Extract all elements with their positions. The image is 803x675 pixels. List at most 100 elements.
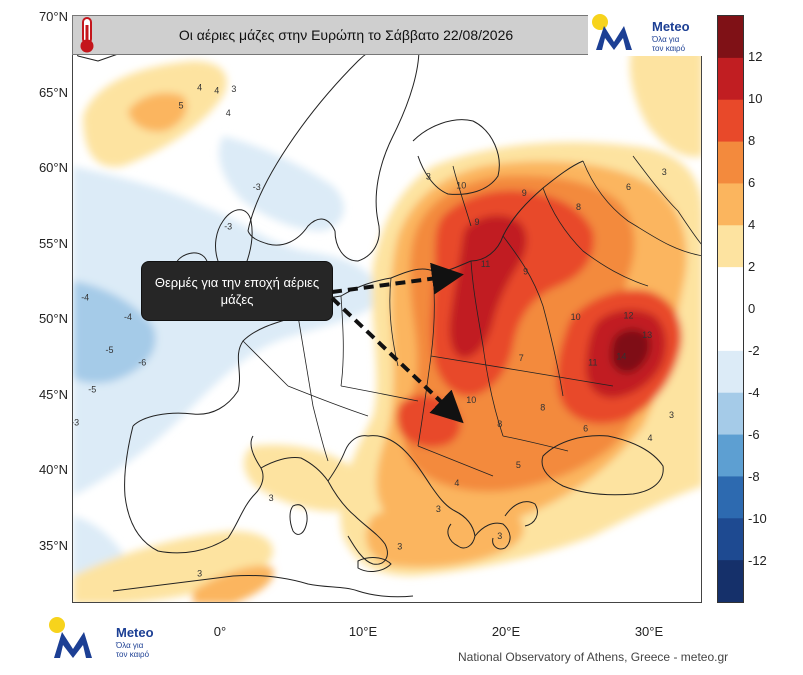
colorbar-segment <box>718 267 743 310</box>
lat-tick-label: 65°N <box>38 84 68 100</box>
meteo-logo-icon <box>592 14 632 50</box>
contour-value-label: 3 <box>669 410 674 420</box>
lon-tick-label: 20°E <box>491 624 521 639</box>
coastline-greece <box>474 501 538 550</box>
contour-value-label: -5 <box>88 385 96 395</box>
contour-value-label: 14 <box>616 351 626 361</box>
annotation-text: Θερμές για την εποχή αέριες μάζες <box>154 275 320 307</box>
colorbar-segment <box>718 141 743 184</box>
lon-tick-label: 10°E <box>348 624 378 639</box>
logo-tagline-line1: Όλα για <box>116 641 144 650</box>
contour-value-label: 9 <box>522 188 527 198</box>
contour-value-label: -5 <box>105 345 113 355</box>
coastline-iberia <box>124 425 264 554</box>
coastline-italy <box>260 435 388 565</box>
contour-value-label: 8 <box>497 419 502 429</box>
contour-value-label: 12 <box>623 311 633 321</box>
colorbar-label: 10 <box>748 91 763 106</box>
contour-value-label: 9 <box>474 217 479 227</box>
meteo-logo-bottom: Meteo Όλα για τον καιρό <box>46 616 166 664</box>
page-title: Οι αέριες μάζες στην Ευρώπη το Σάββατο 2… <box>178 27 514 43</box>
colorbar-label: -12 <box>748 553 767 568</box>
contour-value-label: 8 <box>576 202 581 212</box>
cool-anomaly-region <box>73 166 383 496</box>
contour-value-label: 9 <box>523 267 528 277</box>
contour-value-label: 13 <box>642 330 652 340</box>
contour-value-label: 3 <box>436 504 441 514</box>
lon-tick-label: 0° <box>213 624 227 639</box>
logo-tagline-line1: Όλα για <box>652 35 680 44</box>
cool-anomaly-region <box>73 281 156 384</box>
colorbar-segment <box>718 518 743 561</box>
contour-value-label: 3 <box>662 167 667 177</box>
lon-tick-label: 30°E <box>634 624 664 639</box>
footer-credit: National Observatory of Athens, Greece -… <box>458 650 729 664</box>
anomaly-field <box>73 40 701 602</box>
colorbar-segment <box>718 57 743 101</box>
contour-value-label: -3 <box>224 221 232 231</box>
lat-tick-label: 55°N <box>38 235 68 251</box>
contour-value-label: 4 <box>214 86 219 96</box>
lat-tick-label: 35°N <box>38 537 68 553</box>
colorbar-segment <box>718 16 743 59</box>
contour-value-label: 3 <box>426 172 431 182</box>
contour-value-label: 8 <box>540 403 545 413</box>
extreme-anomaly-region <box>611 329 651 374</box>
colorbar-segment <box>718 183 743 226</box>
lat-tick-label: 70°N <box>38 9 68 24</box>
coastline-sardinia <box>289 504 308 535</box>
contour-value-label: 7 <box>519 353 524 363</box>
coastline-black-sea <box>541 435 664 496</box>
lat-tick-label: 50°N <box>38 311 68 326</box>
colorbar-label: -2 <box>748 343 760 358</box>
coastline-finland <box>412 119 500 195</box>
colorbar-segment <box>718 350 743 394</box>
lat-tick-label: 40°N <box>38 462 68 477</box>
very-hot-anomaly-region <box>449 215 527 358</box>
colorbar-label: 2 <box>748 259 756 274</box>
meteo-logo-top: Meteo Όλα για τον καιρό <box>588 12 702 56</box>
contour-value-label: 3 <box>197 569 202 579</box>
colorbar-label: 4 <box>748 217 756 232</box>
colorbar-segment <box>718 392 743 436</box>
colorbar-segment <box>718 309 743 352</box>
logo-brand: Meteo <box>652 19 690 34</box>
warm-anomaly-region <box>193 565 274 602</box>
colorbar-label: 6 <box>748 175 756 190</box>
contour-value-label: 5 <box>516 460 521 470</box>
contour-value-label: 4 <box>197 83 202 93</box>
coastline-sicily <box>357 557 392 572</box>
contour-value-label: 3 <box>397 542 402 552</box>
cool-anomaly-region <box>219 136 344 231</box>
colorbar-label: -10 <box>748 511 767 526</box>
contour-value-label: 6 <box>626 182 631 192</box>
lat-tick-label: 45°N <box>38 386 68 402</box>
contour-value-label: 10 <box>456 181 466 191</box>
contour-value-label: 4 <box>647 433 652 443</box>
lat-tick-label: 60°N <box>38 160 68 175</box>
contour-value-label: 11 <box>588 357 597 367</box>
meteo-logo-icon <box>49 617 92 658</box>
contour-value-label: -4 <box>124 312 132 322</box>
annotation-callout: Θερμές για την εποχή αέριες μάζες <box>142 262 332 320</box>
contour-value-label: 10 <box>571 312 581 322</box>
contour-value-label: -3 <box>253 182 261 192</box>
colorbar-label: 0 <box>748 301 756 316</box>
contour-value-label: 11 <box>481 259 490 269</box>
colorbar-label: -6 <box>748 427 760 442</box>
contour-value-label: 3 <box>497 531 502 541</box>
colorbar-segment <box>718 99 743 143</box>
colorbar-segment <box>718 560 743 602</box>
contour-value-label: -3 <box>73 418 79 428</box>
warm-anomaly-region <box>128 92 187 132</box>
contour-value-label: 6 <box>583 424 588 434</box>
contour-value-label: 3 <box>231 84 236 94</box>
contour-value-label: 10 <box>466 395 476 405</box>
colorbar-label: 8 <box>748 133 756 148</box>
map-area: 45434-3-3-3-4-4-5-6-5-3-3-33109986311910… <box>72 15 702 603</box>
colorbar <box>717 15 744 603</box>
warm-anomaly-region <box>629 40 701 157</box>
logo-brand: Meteo <box>116 625 154 640</box>
colorbar-label: 12 <box>748 49 763 64</box>
logo-tagline-line2: τον καιρό <box>116 650 150 659</box>
